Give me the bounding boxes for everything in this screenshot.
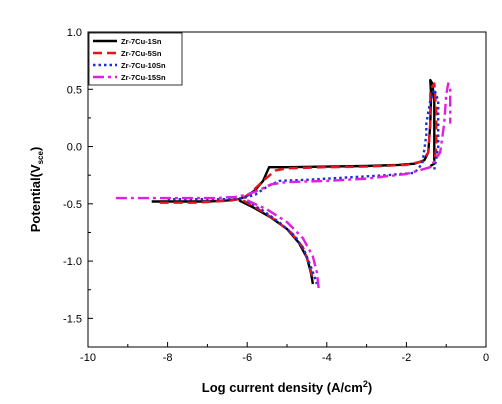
y-tick-label: 0.0 [67, 142, 82, 154]
x-tick-label: -2 [402, 352, 412, 364]
x-tick-label: -6 [242, 352, 252, 364]
series-line-2-cathodic [242, 199, 315, 279]
legend-label: Zr-7Cu-10Sn [121, 61, 166, 70]
series-layer [115, 78, 452, 290]
x-tick-label: -10 [80, 352, 96, 364]
x-tick-label: -8 [163, 352, 173, 364]
series-line-2-anodic [159, 82, 438, 204]
legend-label: Zr-7Cu-15Sn [121, 73, 166, 82]
ticks-layer: -10 -8 -6 -4 -2 0 1.0 0.5 0.0 -0.5 -1.0 -1.5 [63, 27, 489, 364]
series-line-4-cathodic [246, 199, 320, 290]
legend-label: Zr-7Cu-5Sn [121, 49, 162, 58]
x-tick-label: 0 [483, 352, 489, 364]
legend: Zr-7Cu-1Sn Zr-7Cu-5Sn Zr-7Cu-10Sn Zr-7Cu-15… [88, 32, 183, 86]
y-tick-label: 0.5 [67, 84, 82, 96]
y-axis-label: Potential(Vsce) [28, 147, 45, 233]
y-tick-label: -1.5 [63, 313, 82, 325]
series-line-3-cathodic [246, 200, 319, 285]
legend-label: Zr-7Cu-1Sn [121, 37, 162, 46]
x-axis-label: Log current density (A/cm2) [202, 379, 372, 395]
y-tick-label: -0.5 [63, 199, 82, 211]
y-tick-label: -1.0 [63, 256, 82, 268]
y-tick-label: 1.0 [67, 27, 82, 39]
series-line-3-anodic [167, 88, 440, 201]
x-tick-label: -4 [322, 352, 332, 364]
series-line-4-anodic [115, 82, 452, 200]
